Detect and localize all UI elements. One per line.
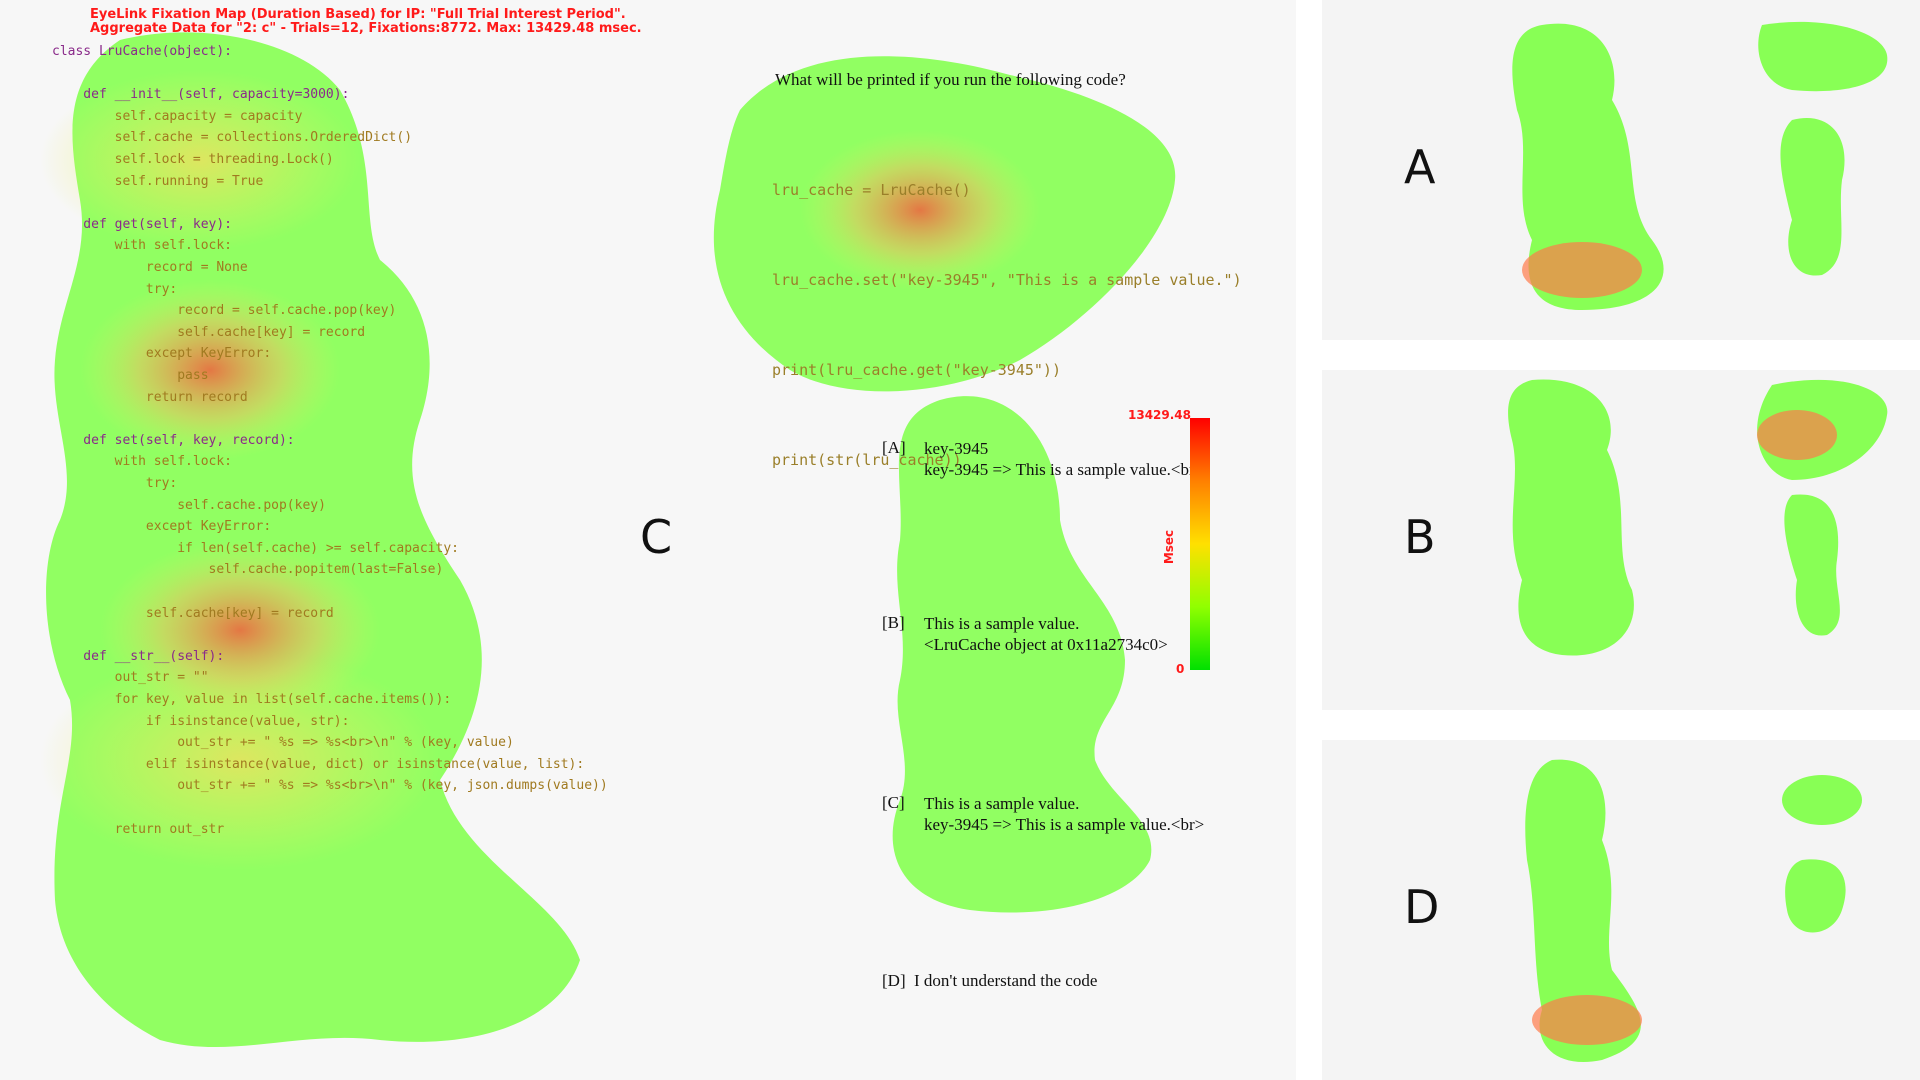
option-line2: key-3945 => This is a sample value.<br> (924, 460, 1205, 479)
code-line: self.cache = collections.OrderedDict() (52, 130, 413, 146)
option-line1: key-3945 (924, 439, 989, 458)
code-line: with self.lock: (52, 238, 233, 254)
thumbnail-panel-b[interactable]: B (1322, 370, 1920, 710)
code-line: except KeyError: (52, 346, 272, 362)
option-line1: This is a sample value. (924, 614, 1080, 633)
thumbnail-letter: A (1404, 140, 1436, 194)
question-code-line: print(str(lru_cache)) (772, 451, 962, 469)
question-text: What will be printed if you run the foll… (775, 70, 1126, 89)
option-tag: [C] (882, 793, 905, 812)
code-line: def __init__(self, capacity=3000): (52, 87, 350, 103)
heatmap-overlay (40, 32, 1176, 1048)
option-tag: [A] (882, 438, 906, 457)
option-c[interactable]: [C] This is a sample value. key-3945 => … (882, 792, 1204, 834)
code-line: if len(self.cache) >= self.capacity: (52, 540, 459, 556)
source-code-block: class LruCache(object): def __init__(sel… (52, 44, 672, 1024)
code-line: def get(self, key): (52, 216, 233, 232)
code-line: self.cache.popitem(last=False) (52, 562, 444, 578)
code-line: with self.lock: (52, 454, 233, 470)
color-scale-bar (1190, 418, 1210, 670)
thumbnail-letter: D (1404, 880, 1440, 934)
code-line: except KeyError: (52, 519, 272, 535)
code-line: pass (52, 368, 209, 383)
option-b[interactable]: [B] This is a sample value. <LruCache ob… (882, 612, 1168, 654)
option-line1: I don't understand the code (914, 971, 1098, 990)
code-line: out_str += " %s => %s<br>\n" % (key, jso… (52, 778, 608, 794)
option-tag: [B] (882, 613, 905, 632)
code-line: record = self.cache.pop(key) (52, 303, 397, 319)
code-heat-warm-mid (40, 650, 440, 870)
thumbnail-heatmap (1508, 379, 1888, 656)
code-line: record = None (52, 260, 248, 275)
question-code: lru_cache = LruCache() lru_cache.set("ke… (772, 115, 1242, 535)
code-heat-warm-top (40, 70, 360, 250)
code-line: try: (52, 476, 178, 491)
code-line: def set(self, key, record): (52, 432, 295, 448)
option-line2: <LruCache object at 0x11a2734c0> (924, 635, 1168, 654)
code-line: self.cache[key] = record (52, 324, 366, 340)
code-line: def __str__(self): (52, 648, 225, 664)
code-line: elif isinstance(value, dict) or isinstan… (52, 756, 585, 772)
question-code-line: lru_cache.set("key-3945", "This is a sam… (772, 271, 1242, 289)
thumbnail-heatmap (1525, 759, 1862, 1062)
code-line: if isinstance(value, str): (52, 713, 350, 729)
scale-max-label: 13429.48 (1128, 408, 1192, 422)
code-line: try: (52, 281, 178, 297)
map-aggregate-info: Aggregate Data for "2: c" - Trials=12, F… (90, 21, 642, 36)
code-line: out_str += " %s => %s<br>\n" % (key, val… (52, 735, 514, 751)
code-line: out_str = "" (52, 670, 209, 686)
thumbnail-panel-d[interactable]: D (1322, 740, 1920, 1080)
code-line: for key, value in list(self.cache.items(… (52, 692, 452, 707)
code-line: return out_str (52, 821, 225, 837)
map-title: EyeLink Fixation Map (Duration Based) fo… (90, 7, 626, 22)
option-line2: key-3945 => This is a sample value.<br> (924, 815, 1205, 834)
question-code-line: lru_cache = LruCache() (772, 181, 971, 199)
code-line: class LruCache(object): (52, 44, 233, 59)
code-heat-hot-get (80, 280, 340, 460)
code-line: self.cache[key] = record (52, 605, 334, 621)
option-d[interactable]: [D] I don't understand the code (882, 970, 1097, 991)
question-heat-hot (800, 130, 1040, 290)
fixation-map-panel-c: EyeLink Fixation Map (Duration Based) fo… (40, 7, 1242, 1048)
code-line: return record (52, 389, 248, 405)
scale-min-label: 0 (1176, 662, 1185, 676)
code-heat-hot-set (100, 540, 380, 720)
question-code-line: print(lru_cache.get("key-3945")) (772, 361, 1061, 379)
thumbnail-heatmap (1512, 21, 1888, 310)
thumbnail-panel-a[interactable]: A (1322, 0, 1920, 340)
options-heat-blob (892, 396, 1152, 913)
thumbnail-letter: B (1404, 510, 1436, 564)
code-line: self.cache.pop(key) (52, 497, 326, 513)
code-line: self.capacity = capacity (52, 108, 303, 124)
panel-letter: C (640, 510, 673, 564)
code-line: self.lock = threading.Lock() (52, 152, 334, 167)
option-a[interactable]: [A] key-3945 key-3945 => This is a sampl… (882, 437, 1204, 479)
option-tag: [D] (882, 971, 906, 990)
scale-unit-label: Msec (1162, 529, 1177, 565)
code-line: self.running = True (52, 173, 264, 189)
option-line1: This is a sample value. (924, 794, 1080, 813)
